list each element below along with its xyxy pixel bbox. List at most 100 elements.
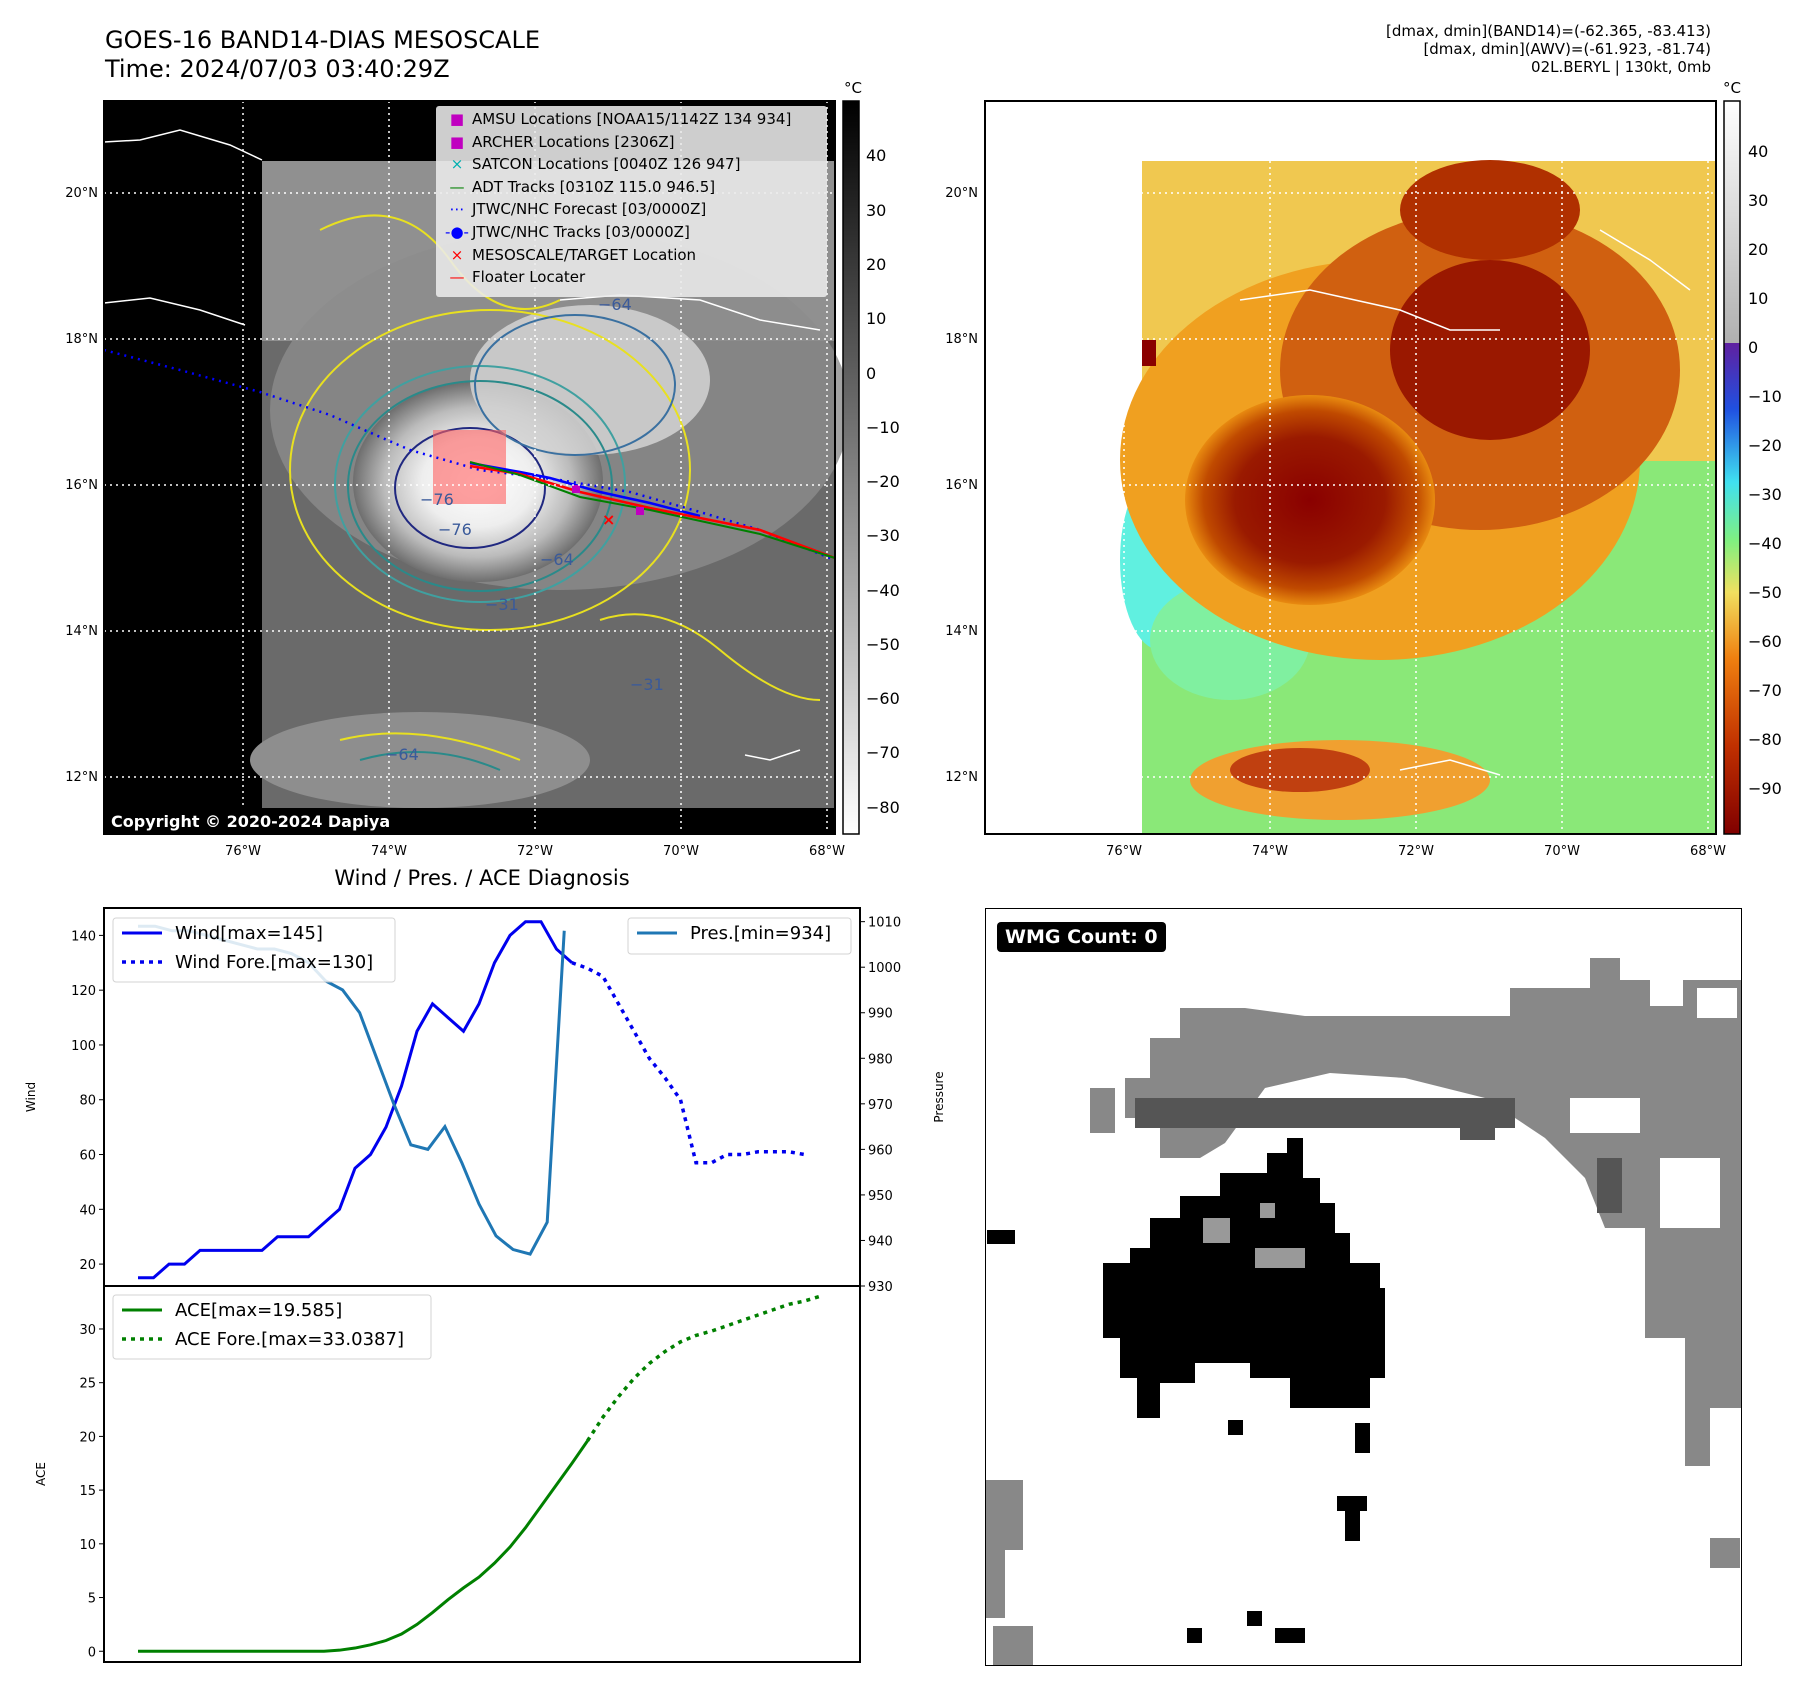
ace-tick: 10 — [79, 1538, 96, 1553]
cbar-tick: −40 — [1748, 534, 1782, 553]
wind-tick: 20 — [79, 1258, 96, 1273]
pressure-tick: 970 — [868, 1098, 893, 1113]
title-line-1: GOES-16 BAND14-DIAS MESOSCALE — [105, 26, 541, 54]
ace-ticks: 30 25 20 15 10 5 0 — [79, 1323, 104, 1660]
cbar-tick: 0 — [866, 364, 876, 383]
contour-label: −31 — [485, 595, 519, 614]
legend-item-floater: — Floater Locater — [449, 268, 586, 287]
legend-ace: ACE[max=19.585] — [175, 1300, 342, 1321]
legend-wind: Wind[max=145] — [175, 923, 323, 944]
pressure-tick: 940 — [868, 1234, 893, 1249]
cbar-tick: −10 — [866, 418, 900, 437]
legend-item-target: × MESOSCALE/TARGET Location — [450, 245, 697, 264]
ir-map: × — [103, 100, 850, 835]
ace-panel-frame — [103, 1285, 861, 1663]
cbar-tick: 10 — [1748, 289, 1768, 308]
ace-ylabel: ACE — [34, 1462, 48, 1486]
svg-text:×: × — [602, 510, 615, 529]
lon-tick: 74°W — [1252, 844, 1288, 859]
lon-tick: 76°W — [1106, 844, 1142, 859]
cbar-tick: −70 — [1748, 681, 1782, 700]
wind-legend: Wind[max=145] Wind Fore.[max=130] — [112, 917, 396, 983]
stats-box: [dmax, dmin](BAND14)=(-62.365, -83.413) … — [1111, 22, 1711, 76]
map2-lat-ticks: 20°N 18°N 16°N 14°N 12°N — [945, 186, 978, 785]
cbar-tick: −70 — [866, 743, 900, 762]
cbar-tick: 40 — [866, 146, 886, 165]
wind-tick: 80 — [79, 1094, 96, 1109]
cbar-tick: −50 — [866, 635, 900, 654]
lat-tick: 20°N — [65, 186, 98, 201]
wmg-gray-specks — [1203, 1203, 1305, 1268]
colorbar-unit: °C — [1723, 79, 1741, 97]
cbar-tick: 20 — [1748, 240, 1768, 259]
ace-line — [138, 1440, 589, 1653]
legend-item-amsu: ■ AMSU Locations [NOAA15/1142Z 134 934] — [449, 110, 792, 128]
cbar-tick: 0 — [1748, 338, 1758, 357]
lat-tick: 14°N — [65, 624, 98, 639]
cbar-tick: −30 — [866, 526, 900, 545]
cbar-tick: −50 — [1748, 583, 1782, 602]
map-panels: × −64 −76 −76 −64 −64 −31 −31 76°W 74°W … — [65, 79, 1782, 859]
lon-tick: 74°W — [371, 844, 407, 859]
ace-tick: 15 — [79, 1484, 96, 1499]
contour-label: −31 — [630, 675, 664, 694]
cbar-tick: 20 — [866, 255, 886, 274]
lon-tick: 68°W — [809, 844, 845, 859]
cbar-tick: −20 — [1748, 436, 1782, 455]
wind-tick: 40 — [79, 1203, 96, 1218]
lat-tick: 16°N — [945, 478, 978, 493]
color-colorbar: °C 40 30 20 10 0 −10 −20 −30 −40 −50 −60… — [1723, 79, 1782, 835]
pressure-legend: Pres.[min=934] — [627, 917, 852, 955]
pressure-ticks: 1010 1000 990 980 970 960 950 940 930 — [860, 916, 901, 1295]
ace-tick: 20 — [79, 1430, 96, 1445]
pressure-tick: 980 — [868, 1052, 893, 1067]
ace-forecast-line — [586, 1294, 821, 1442]
title-line-2: Time: 2024/07/03 03:40:29Z — [105, 55, 450, 83]
colorbar-unit: °C — [844, 79, 862, 97]
wind-tick: 60 — [79, 1149, 96, 1164]
lon-tick: 72°W — [1398, 844, 1434, 859]
copyright-label: Copyright © 2020-2024 Dapiya — [105, 809, 397, 834]
legend-item-satcon: × SATCON Locations [0040Z 126 947] — [450, 155, 741, 174]
lat-tick: 12°N — [65, 770, 98, 785]
cbar-tick: −60 — [866, 689, 900, 708]
pressure-tick: 930 — [868, 1280, 893, 1295]
pressure-ylabel: Pressure — [932, 1071, 946, 1122]
pressure-tick: 1000 — [868, 961, 901, 976]
stats-band14: [dmax, dmin](BAND14)=(-62.365, -83.413) — [1386, 22, 1711, 40]
map1-lat-ticks: 20°N 18°N 16°N 14°N 12°N — [65, 186, 98, 785]
wmg-count-label: WMG Count: 0 — [997, 922, 1166, 952]
ace-tick: 0 — [88, 1645, 96, 1660]
legend-wind-fore: Wind Fore.[max=130] — [175, 952, 373, 973]
contour-labels: −64 −76 −76 −64 −64 −31 −31 — [385, 295, 664, 764]
cbar-tick: −40 — [866, 581, 900, 600]
wind-ticks: 140 120 100 80 60 40 20 — [71, 929, 104, 1273]
cbar-tick: 40 — [1748, 142, 1768, 161]
wind-tick: 140 — [71, 929, 96, 944]
cbar-tick: 30 — [866, 201, 886, 220]
wind-line — [138, 920, 573, 1280]
lat-tick: 16°N — [65, 478, 98, 493]
legend-item-forecast: ⋯ JTWC/NHC Forecast [03/0000Z] — [449, 200, 707, 219]
cbar-tick: −90 — [1748, 779, 1782, 798]
storm-info: 02L.BERYL | 130kt, 0mb — [1531, 58, 1711, 76]
cbar-tick: −30 — [1748, 485, 1782, 504]
map2-lon-ticks: 76°W 74°W 72°W 70°W 68°W — [1106, 844, 1726, 859]
pressure-tick: 1010 — [868, 916, 901, 931]
series-lines — [138, 920, 821, 1653]
legend-item-adt: — ADT Tracks [0310Z 115.0 946.5] — [449, 177, 716, 196]
wind-ylabel: Wind — [24, 1082, 38, 1112]
gray-colorbar: °C 40 30 20 10 0 −10 −20 −30 −40 −50 −60… — [842, 79, 900, 835]
wmg-black-specks — [987, 1230, 1370, 1643]
cbar-tick: 10 — [866, 309, 886, 328]
ace-legend: ACE[max=19.585] ACE Fore.[max=33.0387] — [112, 1294, 432, 1360]
legend-item-archer: ■ ARCHER Locations [2306Z] — [449, 132, 675, 151]
lon-tick: 70°W — [1544, 844, 1580, 859]
pressure-tick: 950 — [868, 1189, 893, 1204]
lon-tick: 76°W — [225, 844, 261, 859]
contour-label: −76 — [420, 490, 454, 509]
map1-lon-ticks: 76°W 74°W 72°W 70°W 68°W — [225, 844, 845, 859]
lon-tick: 68°W — [1690, 844, 1726, 859]
wind-forecast-line — [571, 961, 805, 1165]
